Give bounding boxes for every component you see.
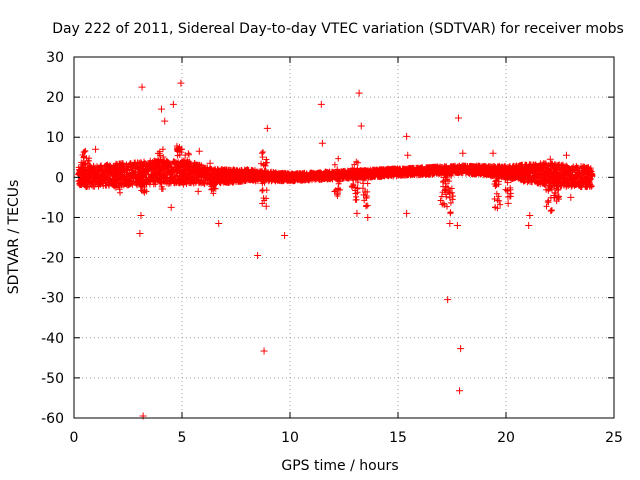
outlier-points xyxy=(92,79,575,420)
outlier-point xyxy=(318,139,326,147)
outlier-point xyxy=(526,211,534,219)
outlier-point xyxy=(567,193,575,201)
outlier-point xyxy=(177,79,185,87)
spike-point xyxy=(447,210,454,217)
band-point xyxy=(167,160,174,167)
y-tick-label: 30 xyxy=(46,50,64,66)
plot-frame xyxy=(73,56,615,419)
outlier-point xyxy=(317,100,325,108)
x-tick-label: 10 xyxy=(281,430,299,446)
spike-point xyxy=(548,207,555,214)
outlier-point xyxy=(453,221,461,229)
y-tick-label: -40 xyxy=(41,331,64,347)
outlier-point xyxy=(403,209,411,217)
gridlines xyxy=(74,57,614,418)
spike-point xyxy=(263,187,270,194)
x-tick-label: 0 xyxy=(70,430,79,446)
y-tick-label: -30 xyxy=(41,291,64,307)
outlier-point xyxy=(195,147,203,155)
outlier-point xyxy=(457,345,465,353)
outlier-point xyxy=(355,89,363,97)
outlier-point xyxy=(92,145,100,153)
outlier-point xyxy=(169,100,177,108)
x-tick-label: 20 xyxy=(497,430,515,446)
y-tick-label: -10 xyxy=(41,210,64,226)
y-axis-label: SDTVAR / TECUs xyxy=(6,180,22,295)
outlier-point xyxy=(525,221,533,229)
outlier-point xyxy=(456,387,464,395)
outlier-point xyxy=(136,229,144,237)
outlier-point xyxy=(263,124,271,132)
y-tick-label: 20 xyxy=(46,90,64,106)
outlier-point xyxy=(353,209,361,217)
band-point xyxy=(171,174,178,181)
spike-point xyxy=(507,193,514,200)
y-tick-label: 0 xyxy=(55,170,64,186)
outlier-point xyxy=(194,187,202,195)
y-tick-label: -50 xyxy=(41,371,64,387)
spike-point xyxy=(548,207,555,214)
outlier-point xyxy=(562,151,570,159)
chart-title: Day 222 of 2011, Sidereal Day-to-day VTE… xyxy=(52,21,624,37)
y-tick-label: 10 xyxy=(46,130,64,146)
x-tick-label: 15 xyxy=(389,430,407,446)
spike-point xyxy=(258,150,265,157)
outlier-point xyxy=(403,132,411,140)
outlier-point xyxy=(161,117,169,125)
outlier-point xyxy=(446,219,454,227)
x-axis-label: GPS time / hours xyxy=(281,458,398,474)
x-tick-label: 5 xyxy=(178,430,187,446)
outlier-point xyxy=(459,149,467,157)
outlier-point xyxy=(357,122,365,130)
outlier-point xyxy=(167,203,175,211)
y-tick-label: -20 xyxy=(41,251,64,267)
spike-point xyxy=(335,155,342,162)
outlier-point xyxy=(454,114,462,122)
spike-point xyxy=(353,196,360,203)
outlier-point xyxy=(157,105,165,113)
outlier-point xyxy=(138,83,146,91)
outlier-point xyxy=(364,213,372,221)
outlier-point xyxy=(404,151,412,159)
y-tick-label: -60 xyxy=(41,411,64,427)
spike-point xyxy=(364,180,371,187)
outlier-point xyxy=(260,347,268,355)
x-tick-label: 25 xyxy=(605,430,623,446)
outlier-point xyxy=(254,252,262,260)
outlier-point xyxy=(281,231,289,239)
spike-point xyxy=(259,148,266,155)
spike-point xyxy=(117,189,124,196)
outlier-point xyxy=(489,149,497,157)
axis-ticks: 0 5 10 15 20 25 -60 -50 -40 -30 -20 -10 0 10 20 30 xyxy=(41,50,623,446)
spike-point xyxy=(259,187,266,194)
outlier-point xyxy=(215,219,223,227)
